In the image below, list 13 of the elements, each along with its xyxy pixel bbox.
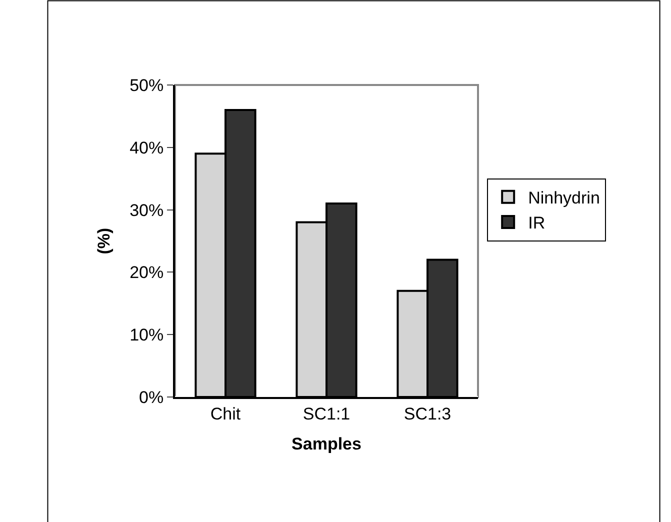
y-tick-label: 50% xyxy=(130,76,164,95)
x-tick-label: SC1:3 xyxy=(404,404,452,424)
y-tick-label: 0% xyxy=(139,388,164,407)
y-axis-title: (%) xyxy=(94,228,114,254)
x-tick-label: SC1:1 xyxy=(302,404,350,424)
x-axis-title: Samples xyxy=(292,434,362,454)
x-tick-label: Chit xyxy=(210,404,241,424)
y-tick-label: 10% xyxy=(130,326,164,345)
y-tick-label: 30% xyxy=(130,200,164,220)
legend-label: IR xyxy=(528,214,546,233)
y-tick-label: 20% xyxy=(130,263,164,282)
legend-label: Ninhydrin xyxy=(528,188,600,208)
y-tick-label: 40% xyxy=(130,138,164,158)
